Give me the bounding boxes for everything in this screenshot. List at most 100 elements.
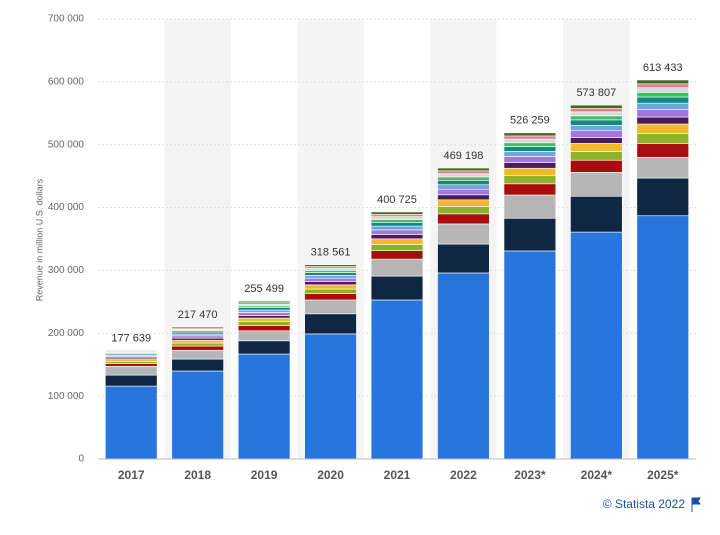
bar-segment bbox=[370, 216, 424, 220]
bar-segment bbox=[304, 313, 357, 335]
bar-segment bbox=[503, 146, 557, 152]
bar-segment bbox=[636, 156, 689, 179]
bar-segment bbox=[503, 162, 557, 169]
bar-segment bbox=[370, 244, 424, 251]
bar-segment bbox=[237, 300, 291, 304]
bar-segment bbox=[237, 321, 291, 326]
bar-segment bbox=[304, 267, 357, 271]
bar-segment bbox=[636, 133, 689, 144]
bar-segment bbox=[237, 325, 291, 332]
y-tick-label: 300 000 bbox=[48, 265, 85, 276]
bar-segment bbox=[503, 151, 557, 157]
bar-segment bbox=[237, 312, 291, 316]
bar-segment bbox=[437, 167, 490, 172]
bar-segment bbox=[570, 231, 623, 460]
total-label: 255 499 bbox=[244, 283, 284, 295]
bar-segment bbox=[437, 199, 490, 207]
total-label: 613 433 bbox=[643, 62, 683, 74]
y-tick-label: 600 000 bbox=[48, 76, 85, 87]
bar-segment bbox=[370, 211, 424, 215]
bar-segment bbox=[105, 361, 158, 364]
bar-segment bbox=[304, 288, 357, 294]
bar-segment bbox=[171, 345, 224, 351]
bar-segment bbox=[370, 250, 424, 260]
bar-segment bbox=[171, 349, 224, 360]
bar-segment bbox=[570, 124, 623, 131]
y-tick-label: 700 000 bbox=[48, 14, 85, 25]
bar-segment bbox=[370, 214, 424, 217]
bar-segment bbox=[503, 183, 557, 196]
bar-segment bbox=[370, 238, 424, 245]
bar-segment bbox=[105, 365, 158, 376]
bar-segment bbox=[370, 225, 424, 231]
bar-segment bbox=[636, 79, 689, 85]
x-tick-label: 2023* bbox=[514, 468, 546, 482]
y-tick-label: 500 000 bbox=[48, 139, 85, 150]
bar-segment bbox=[437, 272, 490, 460]
bar-segment bbox=[105, 363, 158, 367]
bar-segment bbox=[437, 173, 490, 178]
bar-segment bbox=[437, 179, 490, 186]
bar-segment bbox=[503, 135, 557, 140]
total-label: 177 639 bbox=[111, 332, 151, 344]
bar-segment bbox=[237, 315, 291, 319]
x-tick-label: 2024* bbox=[581, 468, 613, 482]
bar-segment bbox=[370, 219, 424, 223]
bar-segment bbox=[304, 293, 357, 301]
bar-segment bbox=[636, 102, 689, 110]
x-tick-label: 2022 bbox=[450, 468, 477, 482]
bar-segment bbox=[437, 206, 490, 215]
bar-segment bbox=[437, 184, 490, 190]
bar-segment bbox=[503, 217, 557, 252]
bar-segment bbox=[503, 138, 557, 144]
bar-segment bbox=[570, 130, 623, 138]
bar-segment bbox=[171, 339, 224, 344]
bar-segment bbox=[171, 337, 224, 341]
bar-segment bbox=[570, 108, 623, 113]
bar-segment bbox=[437, 223, 490, 245]
y-tick-label: 100 000 bbox=[48, 391, 85, 402]
y-tick-label: 400 000 bbox=[48, 202, 85, 213]
bar-segment bbox=[570, 159, 623, 173]
x-tick-label: 2021 bbox=[384, 468, 411, 482]
bar-segment bbox=[570, 104, 623, 109]
bar-segment bbox=[370, 229, 424, 235]
y-tick-label: 0 bbox=[78, 454, 84, 465]
bar-segment bbox=[237, 340, 291, 355]
bar-segment bbox=[105, 374, 158, 387]
x-tick-label: 2020 bbox=[317, 468, 344, 482]
bar-segment bbox=[503, 167, 557, 177]
bar-segment bbox=[171, 335, 224, 339]
bar-segment bbox=[171, 342, 224, 347]
bar-segment bbox=[370, 275, 424, 301]
bar-segment bbox=[304, 281, 357, 286]
flag-icon[interactable] bbox=[691, 497, 701, 512]
bar-segment bbox=[636, 92, 689, 98]
bar-segment bbox=[503, 175, 557, 185]
total-label: 573 807 bbox=[576, 87, 616, 99]
bar-segment bbox=[171, 326, 224, 329]
total-label: 400 725 bbox=[377, 194, 417, 206]
bar-segment bbox=[370, 222, 424, 227]
source[interactable]: © Statista 2022 bbox=[603, 497, 686, 511]
bar-segment bbox=[570, 143, 623, 152]
bar-segment bbox=[237, 307, 291, 311]
bar-segment bbox=[636, 116, 689, 125]
bar-segment bbox=[304, 264, 357, 267]
bar-segment bbox=[503, 156, 557, 163]
x-tick-label: 2018 bbox=[184, 468, 211, 482]
bar-segment bbox=[437, 170, 490, 174]
total-label: 526 259 bbox=[510, 115, 550, 127]
bar-segment bbox=[570, 137, 623, 144]
bar-segment bbox=[437, 194, 490, 201]
bar-segment bbox=[570, 111, 623, 117]
bar-segment bbox=[636, 83, 689, 89]
bar-segment bbox=[437, 176, 490, 181]
bar-segment bbox=[636, 123, 689, 134]
total-label: 469 198 bbox=[444, 150, 484, 162]
bar-segment bbox=[171, 370, 224, 460]
bar-segment bbox=[370, 258, 424, 277]
bar-segment bbox=[570, 172, 623, 197]
bar-segment bbox=[503, 142, 557, 147]
total-label: 217 470 bbox=[178, 309, 218, 321]
